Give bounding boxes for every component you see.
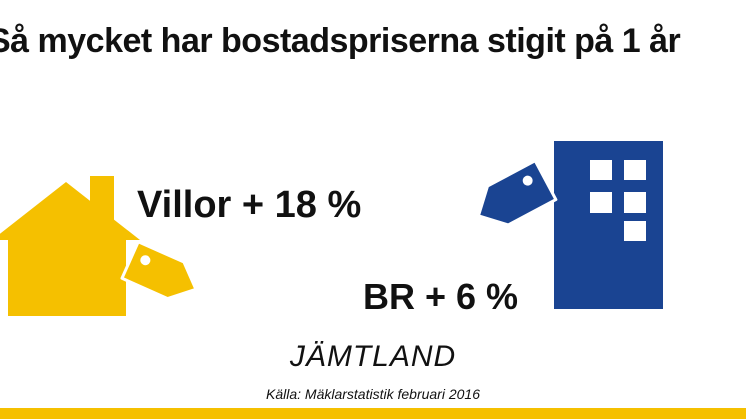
bottom-accent-bar xyxy=(0,408,746,419)
headline: Så mycket har bostadspriserna stigit på … xyxy=(0,22,681,60)
villa-price-change: Villor + 18 % xyxy=(137,184,362,226)
region-label: JÄMTLAND xyxy=(289,340,457,373)
building-tag-icon xyxy=(476,159,558,227)
source-note: Källa: Mäklarstatistik februari 2016 xyxy=(266,386,480,402)
apartment-price-change: BR + 6 % xyxy=(363,276,519,317)
apartment-building-icon xyxy=(554,141,663,309)
house-icon xyxy=(0,176,140,316)
house-tag-icon xyxy=(120,240,198,301)
